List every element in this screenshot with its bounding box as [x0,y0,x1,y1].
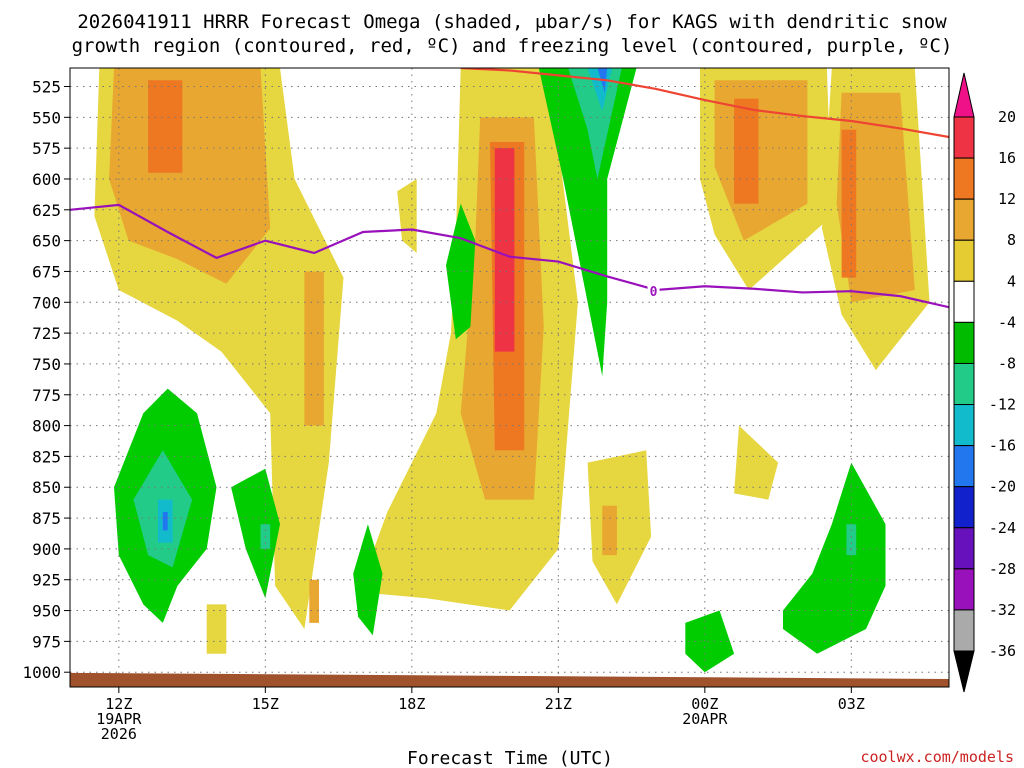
omega-region-n4-25 [231,468,280,599]
freezing-level-label-bg [647,283,660,300]
freezing-level-line [70,203,949,309]
omega-region-4-20 [734,425,779,500]
colorbar-band-5 [953,321,975,364]
y-axis: 525 550 575 600 625 650 675 700 725 750 775 800 825 8… [22,77,70,682]
ground [70,672,949,687]
x-tick-label-20APR: 20APR [682,710,728,728]
colorbar-label--8: -8 [998,354,1016,372]
omega-region-12-19 [841,129,857,278]
plot-area: 0 [70,68,949,687]
y-tick-label-575: 575 [32,139,61,158]
plot-frame [69,67,950,688]
colorbar-label--24: -24 [989,519,1016,537]
omega-region-8-4 [304,271,324,426]
x-tick-label-00Z: 00Z [691,695,718,713]
colorbar-label--32: -32 [989,601,1016,619]
x-tick-label-19APR: 19APR [96,710,142,728]
colorbar-band-6 [953,362,975,406]
colorbar-label--28: -28 [989,560,1016,578]
y-tick-label-675: 675 [32,262,61,281]
colorbar-band-7 [953,404,975,447]
y-tick-label-925: 925 [32,571,61,590]
colorbar-band-3 [953,239,975,282]
omega-region-8-5 [309,579,319,623]
x-tick-label-18Z: 18Z [398,695,425,713]
x-tick-label-2026: 2026 [101,725,137,743]
omega-region-4-7 [206,604,227,654]
x-tick-label-21Z: 21Z [545,695,572,713]
colorbar-label--4: -4 [998,313,1016,331]
colorbar-label--12: -12 [989,396,1016,414]
omega-region-n16-24 [162,511,168,531]
y-tick-label-700: 700 [32,293,61,312]
omega-region-8-18 [836,92,915,303]
colorbar-label--16: -16 [989,437,1016,455]
omega-region-n4-27 [353,524,383,636]
colorbar-label-4: 4 [1007,272,1016,290]
colorbar-label--36: -36 [989,642,1016,660]
chart-title-line1: 2026041911 HRRR Forecast Omega (shaded, … [77,11,947,33]
credit-text: coolwx.com/models [860,748,1014,766]
omega-region-n4-29 [538,68,637,377]
colorbar: 20 16 12 8 4 -4 -8 -12 -16 -20 -24 -28 -32 -36 [953,72,1016,693]
y-tick-label-900: 900 [32,540,61,559]
colorbar-label-16: 16 [998,149,1016,167]
omega-region-4-12 [587,450,652,605]
omega-region-4-3 [206,290,227,334]
colorbar-band-11 [953,568,975,611]
y-tick-label-1000: 1000 [22,663,61,682]
y-tick-label-525: 525 [32,77,61,96]
y-tick-label-875: 875 [32,509,61,528]
colorbar-band-0 [953,116,975,159]
colorbar-bottom-arrow [953,650,975,693]
y-tick-label-950: 950 [32,602,61,621]
y-tick-label-550: 550 [32,108,61,127]
y-tick-label-775: 775 [32,386,61,405]
omega-shading [94,68,930,673]
omega-region-n8-30 [568,68,622,179]
y-tick-label-975: 975 [32,632,61,651]
x-axis-label: Forecast Time (UTC) [407,748,613,768]
colorbar-band-2 [953,198,975,241]
colorbar-band-12 [953,609,975,652]
contour-lines: 0 [70,68,949,309]
omega-region-n4-33 [685,610,735,673]
omega-region-12-16 [734,98,759,204]
ground-fill [70,672,949,687]
colorbar-band-10 [953,527,975,570]
omega-region-12-2 [148,80,183,173]
omega-region-n8-35 [846,524,857,556]
colorbar-label--20: -20 [989,478,1016,496]
y-tick-label-850: 850 [32,478,61,497]
chart-title-line2: growth region (contoured, red, ºC) and f… [72,35,953,57]
y-tick-label-650: 650 [32,232,61,251]
x-tick-label-15Z: 15Z [252,695,279,713]
colorbar-band-1 [953,157,975,200]
omega-region-8-13 [602,505,617,556]
colorbar-band-9 [953,486,975,529]
y-tick-label-725: 725 [32,324,61,343]
y-tick-label-625: 625 [32,201,61,220]
omega-region-n4-34 [783,462,886,654]
y-tick-label-750: 750 [32,355,61,374]
colorbar-label-20: 20 [998,108,1016,126]
freezing-level-label: 0 [650,285,658,300]
dgz-contour-line [460,68,949,139]
x-tick-label-03Z: 03Z [838,695,865,713]
colorbar-top-arrow [953,72,975,118]
omega-region-4-6 [397,179,417,253]
colorbar-label-8: 8 [1007,231,1016,249]
y-tick-label-600: 600 [32,170,61,189]
colorbar-band-4 [953,280,975,323]
colorbar-label-12: 12 [998,190,1016,208]
colorbar-band-8 [953,445,975,488]
omega-region-16-11 [494,148,515,352]
x-tick-label-12Z: 12Z [105,695,132,713]
y-tick-label-825: 825 [32,447,61,466]
y-tick-label-800: 800 [32,417,61,436]
